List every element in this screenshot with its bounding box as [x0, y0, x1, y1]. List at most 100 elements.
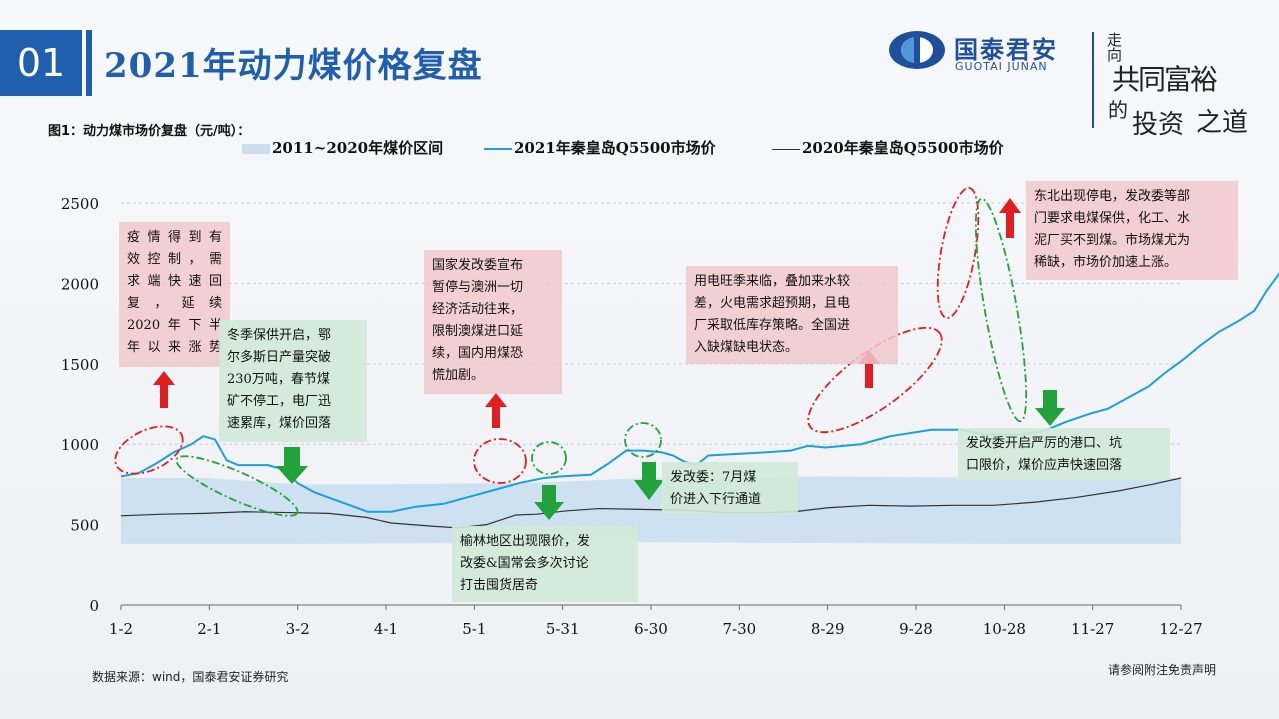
- logo-mark-icon: [889, 31, 945, 69]
- annotation-note-7: 东北出现停电，发改委等部 门要求电煤保供，化工、水 泥厂买不到煤。市场煤尤为 稀…: [1026, 181, 1238, 280]
- note-line: 入缺煤缺电状态。: [694, 340, 799, 355]
- annotation-note-3: 国家发改委宣布 暂停与澳洲一切 经济活动往来， 限制澳煤进口延 续，国内用煤恐 …: [424, 250, 562, 394]
- note-line: 用电旺季来临，叠加来水较: [694, 274, 851, 289]
- section-number-badge: 01: [0, 30, 82, 96]
- note-line: 经济活动往来，: [432, 302, 524, 317]
- annotation-note-4: 榆林地区出现限价，发 改委&国常会多次讨论 打击囤货居奇: [452, 526, 638, 602]
- note-line: 2020年下半: [127, 318, 222, 333]
- down-arrow-icon: [634, 462, 664, 500]
- note-line: 改委&国常会多次讨论: [460, 556, 589, 571]
- legend-item-2020: 2020年秦皇岛Q5500市场价: [772, 137, 1004, 158]
- slogan-part-5: 之道: [1196, 108, 1249, 138]
- slogan-part-3: 的: [1108, 98, 1128, 122]
- section-accent-bar: [86, 30, 92, 96]
- x-tick-label: 12-27: [1159, 620, 1202, 638]
- x-tick-label: 8-29: [811, 620, 845, 638]
- company-logo: 国泰君安 GUOTAI JUNAN: [888, 30, 1188, 80]
- note-line: 打击囤货居奇: [460, 578, 539, 593]
- legend-swatch-2020: [772, 148, 800, 150]
- note-line: 差，火电需求超预期，且电: [694, 296, 851, 311]
- note-line: 疫情得到有: [127, 230, 222, 245]
- x-tick-label: 10-28: [983, 620, 1026, 638]
- x-tick-label: 5-1: [462, 620, 486, 638]
- legend-label-2020: 2020年秦皇岛Q5500市场价: [802, 139, 1004, 157]
- y-tick-label: 2000: [61, 275, 99, 293]
- disclaimer-link[interactable]: 请参阅附注免责声明: [1108, 663, 1217, 677]
- note-line: 价进入下行通道: [670, 492, 762, 507]
- highlight-ellipse-feb: [175, 455, 299, 517]
- up-arrow-icon: [485, 393, 507, 428]
- highlight-ellipse-jan: [114, 425, 184, 475]
- highlight-ellipse-drop: [974, 197, 1028, 423]
- note-line: 国家发改委宣布: [432, 258, 524, 273]
- x-tick-label: 1-2: [109, 620, 133, 638]
- note-line: 门要求电煤保供，化工、水: [1034, 211, 1191, 226]
- down-arrow-icon: [276, 447, 308, 484]
- note-line: 口限价，煤价应声快速回落: [966, 458, 1123, 473]
- note-line: 榆林地区出现限价，发: [460, 534, 591, 549]
- legend-swatch-2021: [484, 148, 512, 150]
- down-arrow-icon: [1035, 390, 1065, 426]
- note-line: 暂停与澳洲一切: [432, 280, 524, 295]
- y-tick-label: 0: [89, 597, 99, 615]
- down-arrow-icon: [534, 485, 564, 520]
- note-line: 求端快速回: [127, 274, 222, 289]
- x-tick-label: 6-30: [634, 620, 668, 638]
- note-line: 东北出现停电，发改委等部: [1034, 189, 1191, 204]
- x-tick-label: 3-2: [286, 620, 310, 638]
- slogan-divider: [1092, 32, 1094, 128]
- y-tick-label: 1500: [61, 356, 99, 374]
- note-line: 泥厂买不到煤。市场煤尤为: [1034, 233, 1191, 248]
- highlight-ellipse-may: [473, 438, 527, 484]
- page-title: 2021年动力煤价格复盘: [104, 46, 483, 86]
- note-line: 续，国内用煤恐: [432, 346, 524, 361]
- note-line: 复，延续: [127, 296, 222, 311]
- x-tick-label: 4-1: [374, 620, 398, 638]
- logo-english-name: GUOTAI JUNAN: [955, 60, 1048, 73]
- slogan-part-4: 投资: [1132, 110, 1185, 140]
- annotation-note-6: 用电旺季来临，叠加来水较 差，火电需求超预期，且电 厂采取低库存策略。全国进 入…: [686, 266, 898, 364]
- note-line: 限制澳煤进口延: [432, 324, 524, 339]
- annotation-note-1: 疫情得到有 效控制，需 求端快速回 复，延续 2020年下半 年以来涨势: [119, 222, 230, 367]
- note-line: 年以来涨势: [127, 340, 222, 355]
- data-source: 数据来源：wind，国泰君安证券研究: [92, 670, 289, 684]
- legend-label-band: 2011~2020年煤价区间: [272, 139, 444, 157]
- range-band: [121, 476, 1181, 544]
- note-line: 厂采取低库存策略。全国进: [694, 318, 851, 333]
- note-line: 尔多斯日产量突破: [227, 350, 332, 365]
- x-tick-label: 7-30: [722, 620, 756, 638]
- legend-swatch-band: [242, 144, 270, 154]
- note-line: 速累库，煤价回落: [227, 416, 332, 431]
- slogan-part-1: 走向: [1105, 32, 1123, 62]
- highlight-ellipse-sept: [807, 326, 943, 434]
- highlight-ellipse-july: [624, 422, 662, 458]
- note-line: 效控制，需: [127, 252, 222, 267]
- note-line: 稀缺，市场价加速上涨。: [1034, 255, 1178, 270]
- series-line-2021: [120, 272, 1279, 513]
- note-line: 发改委：7月煤: [670, 470, 757, 485]
- x-tick-label: 11-27: [1071, 620, 1114, 638]
- y-tick-label: 1000: [61, 436, 99, 454]
- y-tick-label: 2500: [61, 195, 99, 213]
- x-tick-label: 2-1: [197, 620, 221, 638]
- annotation-note-2: 冬季保供开启，鄂 尔多斯日产量突破 230万吨，春节煤 矿不停工，电厂迅 速累库…: [219, 320, 367, 442]
- y-tick-label: 500: [70, 517, 99, 535]
- note-line: 发改委开启严厉的港口、坑: [966, 436, 1123, 451]
- x-tick-label: 9-28: [899, 620, 933, 638]
- note-line: 慌加剧。: [432, 368, 485, 383]
- note-line: 矿不停工，电厂迅: [227, 394, 332, 409]
- x-tick-label: 5-31: [546, 620, 580, 638]
- legend-item-band: 2011~2020年煤价区间: [242, 137, 443, 158]
- annotation-note-8: 发改委开启严厉的港口、坑 口限价，煤价应声快速回落: [958, 428, 1170, 480]
- slogan-calligraphy: 走向 共同富裕 的 投资 之道: [1104, 28, 1254, 140]
- series-line-2020: [120, 477, 1182, 529]
- annotation-note-5: 发改委：7月煤 价进入下行通道: [662, 462, 798, 514]
- highlight-ellipse-late-may: [531, 441, 567, 475]
- note-line: 230万吨，春节煤: [227, 372, 330, 387]
- slogan-part-2: 共同富裕: [1112, 63, 1218, 96]
- note-line: 冬季保供开启，鄂: [227, 328, 332, 343]
- logo-chinese-name: 国泰君安: [954, 36, 1058, 64]
- up-arrow-icon: [153, 371, 175, 408]
- legend-item-2021: 2021年秦皇岛Q5500市场价: [484, 137, 716, 158]
- figure-title: 图1：动力煤市场价复盘（元/吨）：: [48, 124, 251, 139]
